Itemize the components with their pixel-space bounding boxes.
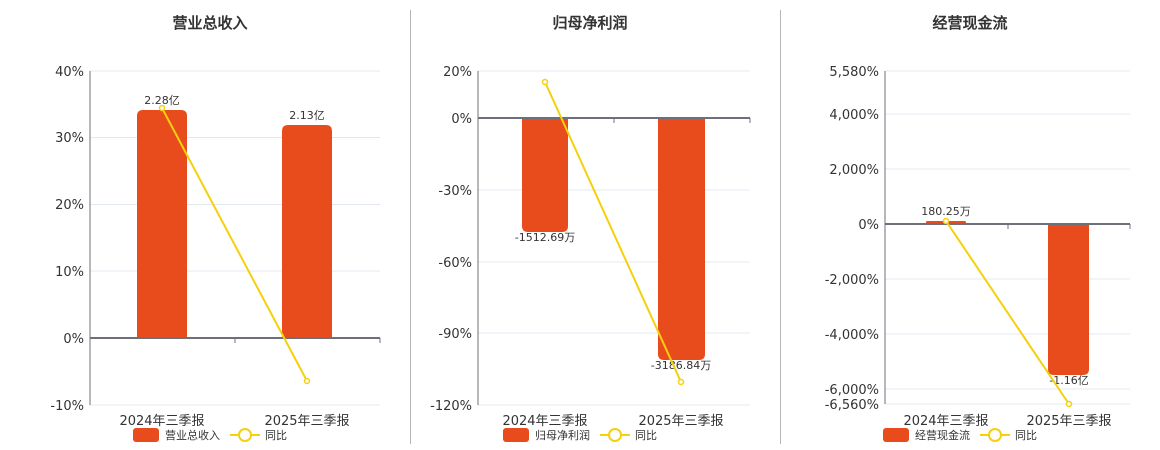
legend: 经营现金流 同比: [883, 427, 1037, 443]
bar-label: 2.13亿: [289, 109, 325, 122]
svg-text:-2,000%: -2,000%: [825, 273, 879, 288]
legend-bar-label[interactable]: 归母净利润: [535, 429, 590, 442]
y-tick-labels: 5,580% 4,000% 2,000% 0% -2,000% -4,000% …: [825, 65, 879, 413]
grid-lines: [90, 70, 380, 406]
bar-2024[interactable]: [522, 118, 568, 232]
chart-title: 归母净利润: [552, 14, 628, 32]
cash-flow-chart: 5,580% 4,000% 2,000% 0% -2,000% -4,000% …: [825, 65, 1131, 429]
svg-text:-30%: -30%: [438, 184, 472, 199]
chart-title: 经营现金流: [932, 14, 1008, 32]
chart-title: 营业总收入: [172, 14, 248, 32]
svg-text:40%: 40%: [55, 65, 84, 80]
y-tick-labels: 40% 30% 20% 10% 0% -10%: [50, 65, 84, 414]
legend-bar-label[interactable]: 经营现金流: [915, 429, 970, 442]
x-tick-label: 2025年三季报: [638, 414, 723, 429]
yoy-point[interactable]: [541, 78, 549, 86]
net-profit-chart-panel: 归母净利润 20% 0% -30% -60% -90% -120% -1512.…: [400, 0, 780, 450]
panel-divider: [410, 10, 411, 444]
yoy-line: [945, 220, 1070, 405]
revenue-chart-panel: 营业总收入 40% 30% 20% 10% 0% -10% 2.28亿 2.13…: [0, 0, 400, 450]
svg-text:-90%: -90%: [438, 327, 472, 342]
svg-text:-4,000%: -4,000%: [825, 328, 879, 343]
bar-label: 180.25万: [921, 205, 971, 218]
legend: 归母净利润 同比: [503, 427, 657, 443]
bar-2025[interactable]: [658, 118, 705, 360]
legend: 营业总收入 同比: [133, 427, 287, 443]
bar-label: -1512.69万: [515, 231, 575, 244]
panel-divider: [780, 10, 781, 444]
bar-label: 2.28亿: [144, 94, 180, 107]
svg-text:-10%: -10%: [50, 399, 84, 414]
legend-bar-swatch[interactable]: [133, 428, 159, 442]
x-tick-label: 2024年三季报: [903, 414, 988, 429]
bar-2025[interactable]: [1048, 224, 1089, 375]
legend-line-label[interactable]: 同比: [265, 429, 287, 442]
svg-text:10%: 10%: [55, 265, 84, 280]
yoy-point[interactable]: [158, 104, 166, 112]
yoy-point[interactable]: [303, 377, 311, 385]
legend-line-swatch[interactable]: [230, 428, 260, 442]
legend-line-swatch[interactable]: [980, 428, 1010, 442]
svg-text:-60%: -60%: [438, 256, 472, 271]
svg-text:0%: 0%: [858, 218, 879, 233]
legend-bar-label[interactable]: 营业总收入: [165, 429, 220, 442]
legend-line-swatch[interactable]: [600, 428, 630, 442]
net-profit-chart: 20% 0% -30% -60% -90% -120% -1512.69万 -3…: [430, 65, 751, 429]
bar-label: -3186.84万: [651, 359, 711, 372]
legend-bar-swatch[interactable]: [503, 428, 529, 442]
svg-text:5,580%: 5,580%: [829, 65, 879, 80]
svg-text:-6,560%: -6,560%: [825, 398, 879, 413]
yoy-line: [161, 107, 308, 382]
svg-text:20%: 20%: [55, 198, 84, 213]
bar-2025[interactable]: [282, 125, 332, 338]
svg-text:-120%: -120%: [430, 399, 472, 414]
svg-text:0%: 0%: [63, 332, 84, 347]
cash-flow-chart-panel: 经营现金流 5,580% 4,000% 2,000% 0% -2,000% -4…: [780, 0, 1160, 450]
legend-line-label[interactable]: 同比: [1015, 429, 1037, 442]
legend-line-label[interactable]: 同比: [635, 429, 657, 442]
yoy-point[interactable]: [942, 217, 950, 225]
legend-bar-swatch[interactable]: [883, 428, 909, 442]
x-tick-label: 2025年三季报: [1026, 414, 1111, 429]
revenue-chart: 40% 30% 20% 10% 0% -10% 2.28亿 2.13亿 2024…: [50, 65, 381, 429]
yoy-point[interactable]: [677, 378, 685, 386]
yoy-line: [544, 81, 682, 383]
x-tick-label: 2025年三季报: [264, 414, 349, 429]
bar-2024[interactable]: [137, 110, 187, 338]
svg-text:-6,000%: -6,000%: [825, 383, 879, 398]
grid-lines: [885, 70, 1130, 405]
svg-text:20%: 20%: [443, 65, 472, 80]
svg-text:30%: 30%: [55, 131, 84, 146]
svg-text:2,000%: 2,000%: [829, 163, 879, 178]
x-tick-label: 2024年三季报: [119, 414, 204, 429]
svg-text:0%: 0%: [451, 112, 472, 127]
bar-label: -1.16亿: [1049, 374, 1088, 387]
yoy-point[interactable]: [1065, 400, 1073, 408]
x-tick-label: 2024年三季报: [502, 414, 587, 429]
svg-text:4,000%: 4,000%: [829, 108, 879, 123]
y-tick-labels: 20% 0% -30% -60% -90% -120%: [430, 65, 472, 414]
